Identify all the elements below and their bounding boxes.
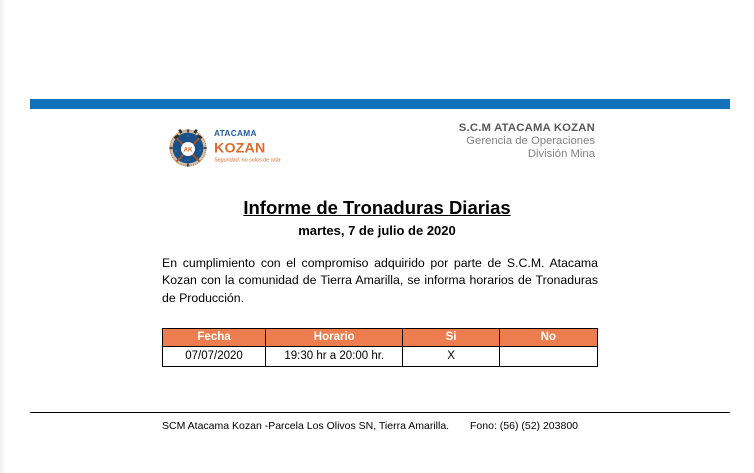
svg-text:ATACAMA: ATACAMA: [214, 128, 257, 138]
svg-text:KOZAN: KOZAN: [214, 141, 265, 157]
svg-text:AK: AK: [184, 148, 193, 154]
svg-text:Seguridad, no solos de vida: Seguridad, no solos de vida: [214, 158, 281, 164]
